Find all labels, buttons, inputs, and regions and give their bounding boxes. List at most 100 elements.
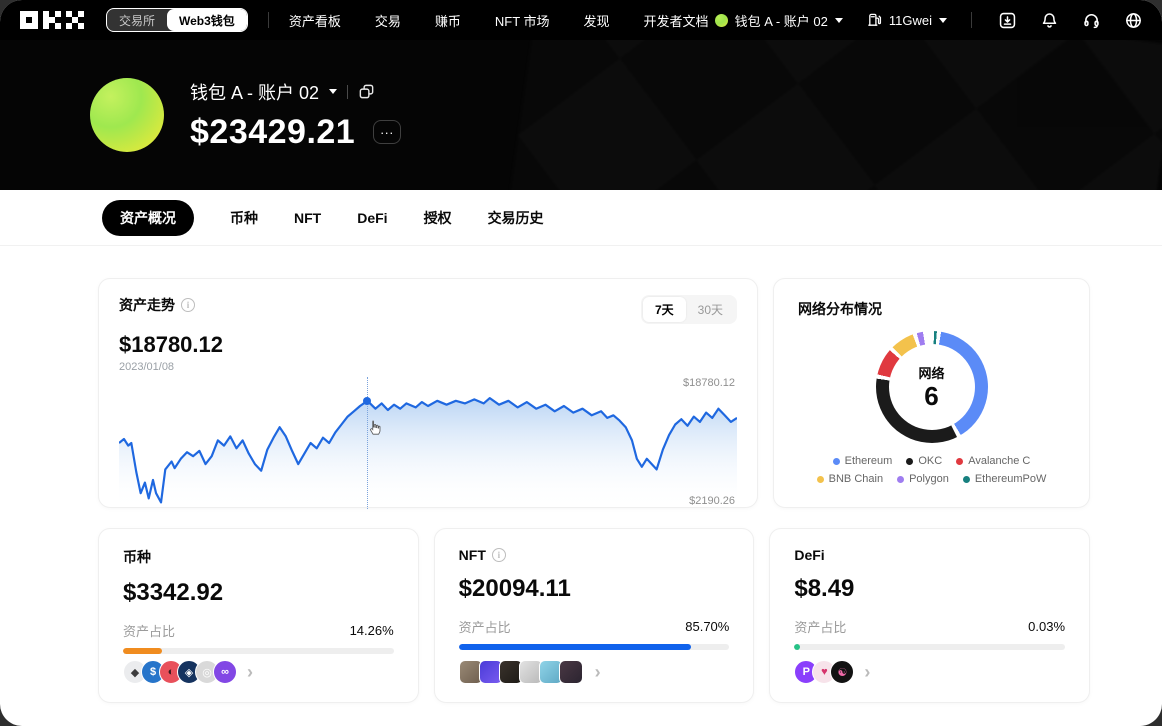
trend-area-chart: [119, 397, 737, 509]
copy-address-icon[interactable]: [358, 83, 375, 100]
mode-web3-wallet[interactable]: Web3钱包: [167, 9, 247, 31]
asset-card-value: $20094.11: [458, 575, 571, 602]
legend-item-ethereumpow[interactable]: EthereumPoW: [962, 473, 1047, 485]
ratio-label: 资产占比: [794, 620, 847, 635]
hand-cursor-icon: [370, 420, 381, 435]
nft-thumb-6: [558, 660, 583, 684]
tab-nft[interactable]: NFT: [294, 209, 322, 226]
headset-icon: [1083, 13, 1099, 28]
legend-label: Polygon: [909, 473, 949, 485]
info-icon[interactable]: i: [181, 298, 195, 312]
chart-cursor-dot: [363, 396, 372, 405]
tab-defi[interactable]: DeFi: [357, 209, 388, 226]
ratio-percent: 0.03%: [1028, 619, 1066, 634]
nav-links: 资产看板 交易 赚币 NFT 市场 发现 开发者文档: [289, 11, 709, 30]
chevron-right-icon[interactable]: ›: [247, 662, 253, 682]
hero-divider: [347, 84, 349, 99]
nav-link-dev-docs[interactable]: 开发者文档: [643, 13, 709, 29]
legend-dot: [906, 457, 914, 465]
asset-icon-row: P ♥ ☯ ›: [794, 660, 1065, 684]
asset-icon-row: ◆ $ ◐ ◈ ◎ ∞ ›: [123, 660, 394, 684]
asset-icon-row: ›: [458, 660, 730, 684]
donut-center-value: 6: [924, 381, 939, 412]
nav-divider: [267, 12, 269, 28]
range-7d-button[interactable]: 7天: [642, 297, 686, 322]
ratio-bar: [123, 648, 394, 654]
gas-price-chip[interactable]: 11Gwei: [867, 12, 947, 28]
legend-item-okc[interactable]: OKC: [906, 455, 942, 467]
polygon-coin-icon: ∞: [213, 660, 237, 684]
legend-item-bnb-chain[interactable]: BNB Chain: [816, 473, 883, 485]
asset-card-value: $8.49: [794, 575, 855, 602]
okx-logo[interactable]: [20, 11, 84, 29]
okx-logo-o: [20, 11, 38, 29]
ratio-percent: 14.26%: [349, 623, 394, 638]
main-content: 资产走势 i 7天 30天 $18780.12 2023/01/08: [0, 246, 1162, 703]
more-actions-button[interactable]: ...: [373, 120, 402, 144]
globe-icon: [1125, 12, 1141, 28]
chevron-down-icon: [939, 17, 947, 23]
tab-approvals[interactable]: 授权: [423, 209, 452, 226]
download-app-button[interactable]: [996, 9, 1018, 31]
legend-item-polygon[interactable]: Polygon: [897, 473, 949, 485]
legend-item-avalanche-c[interactable]: Avalanche C: [956, 455, 1030, 467]
legend-dot: [897, 475, 905, 483]
wallet-avatar[interactable]: [90, 78, 164, 152]
nav-link-assets-board[interactable]: 资产看板: [288, 13, 341, 29]
gray-coin-icon: ◎: [195, 660, 219, 684]
chart-min-label: $2190.26: [689, 495, 735, 507]
chart-max-label: $18780.12: [683, 377, 735, 389]
range-30d-button[interactable]: 30天: [697, 303, 723, 317]
info-icon[interactable]: i: [491, 548, 506, 562]
wallet-title: 钱包 A - 账户 02: [190, 82, 320, 103]
asset-card-defi: DeFi i $8.49 资产占比 0.03% P♥☯›: [769, 528, 1091, 703]
nav-link-trade[interactable]: 交易: [374, 13, 401, 29]
wallet-dropdown-caret[interactable]: [329, 89, 338, 94]
legend-label: Avalanche C: [968, 455, 1031, 467]
defi-protocol-3-icon: ☯: [830, 660, 855, 684]
legend-dot: [832, 457, 840, 465]
wallet-chip-label: 钱包 A - 账户 02: [734, 13, 828, 29]
language-button[interactable]: [1122, 9, 1144, 31]
legend-label: Ethereum: [844, 455, 893, 467]
notifications-button[interactable]: [1038, 9, 1060, 31]
network-legend: Ethereum OKC Avalanche C BNB Chain Polygon Et…: [798, 455, 1065, 487]
legend-label: EthereumPoW: [974, 473, 1047, 485]
chevron-right-icon[interactable]: ›: [864, 662, 871, 682]
network-distribution-card: 网络分布情况 网络 6 Ethereum OKC Avalanche C BNB Ch…: [773, 278, 1090, 508]
total-balance: $23429.21: [190, 112, 356, 151]
ratio-label: 资产占比: [458, 620, 511, 635]
tab-history[interactable]: 交易历史: [487, 209, 544, 226]
legend-item-ethereum[interactable]: Ethereum: [832, 455, 893, 467]
section-tabs: 资产概况 币种 NFT DeFi 授权 交易历史: [0, 190, 1162, 246]
asset-card-币种: 币种 i $3342.92 资产占比 14.26% ◆$◐◈◎∞›: [98, 528, 419, 703]
trend-chart[interactable]: $18780.12 $2190.26: [119, 377, 737, 509]
product-mode-toggle: 交易所 Web3钱包: [106, 8, 248, 32]
top-navbar: 交易所 Web3钱包 资产看板 交易 赚币 NFT 市场 发现 开发者文档 钱包…: [0, 0, 1162, 40]
wallet-account-chip[interactable]: 钱包 A - 账户 02: [714, 11, 843, 30]
network-donut-chart[interactable]: 网络 6: [875, 331, 988, 443]
gas-price-label: 11Gwei: [888, 12, 932, 28]
nav-link-nft-market[interactable]: NFT 市场: [494, 13, 550, 29]
ratio-label: 资产占比: [123, 624, 176, 639]
asset-card-title: NFT: [458, 547, 486, 563]
mode-exchange[interactable]: 交易所: [119, 13, 156, 28]
ratio-bar: [458, 644, 730, 650]
ratio-bar: [794, 644, 1066, 650]
download-icon: [999, 12, 1015, 28]
asset-card-title: DeFi: [794, 547, 825, 563]
nav-link-earn[interactable]: 赚币: [434, 13, 461, 29]
tab-asset-overview[interactable]: 资产概况: [102, 199, 194, 236]
chevron-right-icon[interactable]: ›: [594, 662, 601, 682]
asset-card-value: $3342.92: [123, 579, 224, 606]
asset-card-nft: NFT i $20094.11 资产占比 85.70% ›: [433, 528, 755, 703]
tab-tokens[interactable]: 币种: [230, 209, 258, 226]
legend-dot: [962, 475, 970, 483]
bell-icon: [1042, 12, 1056, 28]
support-button[interactable]: [1080, 9, 1102, 31]
trend-title: 资产走势: [119, 297, 175, 313]
gas-pump-icon: [868, 13, 881, 26]
nav-link-discover[interactable]: 发现: [583, 13, 610, 29]
ratio-percent: 85.70%: [685, 619, 730, 634]
